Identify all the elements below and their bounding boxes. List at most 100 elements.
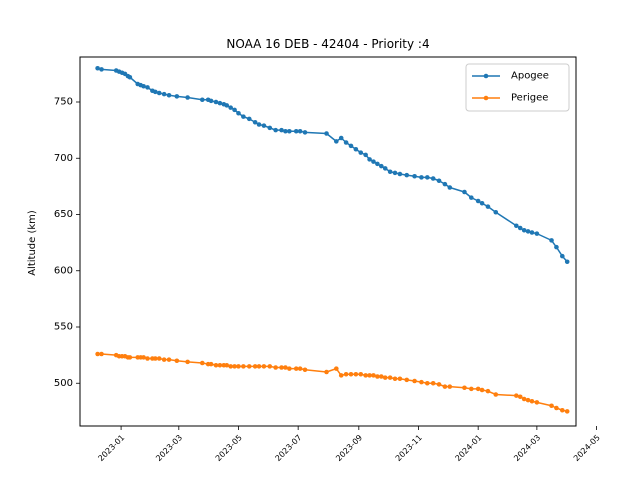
legend-perigee-label: Perigee xyxy=(511,93,548,104)
apogee-point xyxy=(338,135,344,141)
apogee-point xyxy=(232,107,237,113)
perigee-point xyxy=(529,398,535,404)
apogee-point xyxy=(99,67,104,72)
perigee-point xyxy=(338,373,344,378)
apogee-point xyxy=(367,157,372,162)
perigee-point xyxy=(382,375,388,380)
perigee-point xyxy=(252,364,258,369)
apogee-point xyxy=(174,94,180,99)
apogee-point xyxy=(127,74,133,80)
chart-title: NOAA 16 DEB - 42404 - Priority :4 xyxy=(226,37,429,51)
perigee-point xyxy=(185,359,190,365)
perigee-point xyxy=(348,371,354,377)
perigee-point xyxy=(379,374,384,379)
y-axis: 500 550 600 650 700 750 xyxy=(54,97,80,389)
perigee-point xyxy=(273,365,278,370)
apogee-point xyxy=(554,244,559,250)
perigee-point xyxy=(430,380,436,386)
legend-apogee-marker xyxy=(483,73,489,79)
perigee-point xyxy=(297,366,303,371)
perigee-point xyxy=(469,386,474,392)
apogee-point xyxy=(521,227,527,233)
perigee-point xyxy=(95,351,100,357)
apogee-point xyxy=(469,195,474,200)
apogee-point xyxy=(324,131,329,136)
apogee-point xyxy=(493,209,499,215)
perigee-point xyxy=(224,362,230,368)
apogee-point xyxy=(199,97,205,103)
perigee-point xyxy=(462,385,467,391)
perigee-point xyxy=(375,374,380,379)
apogee-point xyxy=(302,130,308,135)
apogee-point xyxy=(236,110,241,116)
apogee-point xyxy=(514,223,519,229)
perigee-point xyxy=(425,380,430,386)
perigee-point xyxy=(397,376,403,382)
perigee-point xyxy=(404,377,410,383)
perigee-point xyxy=(324,369,329,375)
perigee-point xyxy=(419,379,424,385)
y-tick-label: 500 xyxy=(54,378,73,389)
apogee-point xyxy=(363,152,368,158)
apogee-point xyxy=(485,204,491,209)
apogee-point xyxy=(529,230,535,235)
apogee-point xyxy=(549,238,554,243)
apogee-point xyxy=(392,170,398,176)
perigee-point xyxy=(213,362,219,368)
perigee-point xyxy=(475,386,481,392)
apogee-point xyxy=(447,185,453,190)
perigee-point xyxy=(161,357,167,362)
perigee-point xyxy=(141,355,146,360)
apogee-point xyxy=(208,98,214,104)
apogee-point xyxy=(375,161,380,167)
apogee-point xyxy=(462,189,467,195)
apogee-point xyxy=(334,139,339,144)
apogee-point xyxy=(525,229,531,234)
legend-apogee-label: Apogee xyxy=(511,71,549,82)
perigee-point xyxy=(293,366,299,371)
perigee-point xyxy=(232,364,237,369)
apogee-point xyxy=(297,128,303,134)
apogee-point xyxy=(348,143,354,149)
apogee-point xyxy=(382,166,388,171)
y-tick-label: 550 xyxy=(54,322,73,333)
perigee-point xyxy=(283,365,288,370)
perigee-point xyxy=(517,394,523,400)
perigee-point xyxy=(99,351,104,357)
apogee-point xyxy=(287,128,292,134)
y-tick-label: 600 xyxy=(54,265,73,276)
apogee-point xyxy=(293,128,299,134)
apogee-point xyxy=(145,85,150,90)
perigee-point xyxy=(302,367,308,373)
apogee-point xyxy=(273,127,278,133)
apogee-point xyxy=(412,173,417,179)
apogee-point xyxy=(241,114,246,119)
apogee-point xyxy=(517,225,523,231)
perigee-point xyxy=(493,392,499,397)
apogee-point xyxy=(564,259,570,265)
perigee-point xyxy=(560,407,565,413)
perigee-point xyxy=(153,356,158,361)
apogee-point xyxy=(397,171,403,177)
perigee-point xyxy=(367,373,372,378)
perigee-point xyxy=(521,396,527,402)
apogee-point xyxy=(246,116,252,122)
apogee-point xyxy=(534,231,540,236)
y-tick-label: 700 xyxy=(54,153,73,164)
perigee-point xyxy=(199,360,205,366)
apogee-point xyxy=(224,103,230,108)
apogee-point xyxy=(256,122,262,127)
apogee-series xyxy=(95,65,570,265)
apogee-point xyxy=(153,89,158,95)
perigee-point xyxy=(564,409,570,414)
y-tick-label: 750 xyxy=(54,97,73,108)
apogee-point xyxy=(217,100,223,106)
apogee-point xyxy=(283,128,288,134)
apogee-point xyxy=(436,178,442,184)
apogee-point xyxy=(228,105,233,110)
apogee-point xyxy=(358,150,364,155)
y-tick-label: 650 xyxy=(54,209,73,220)
apogee-point xyxy=(166,92,172,98)
perigee-point xyxy=(334,366,339,371)
